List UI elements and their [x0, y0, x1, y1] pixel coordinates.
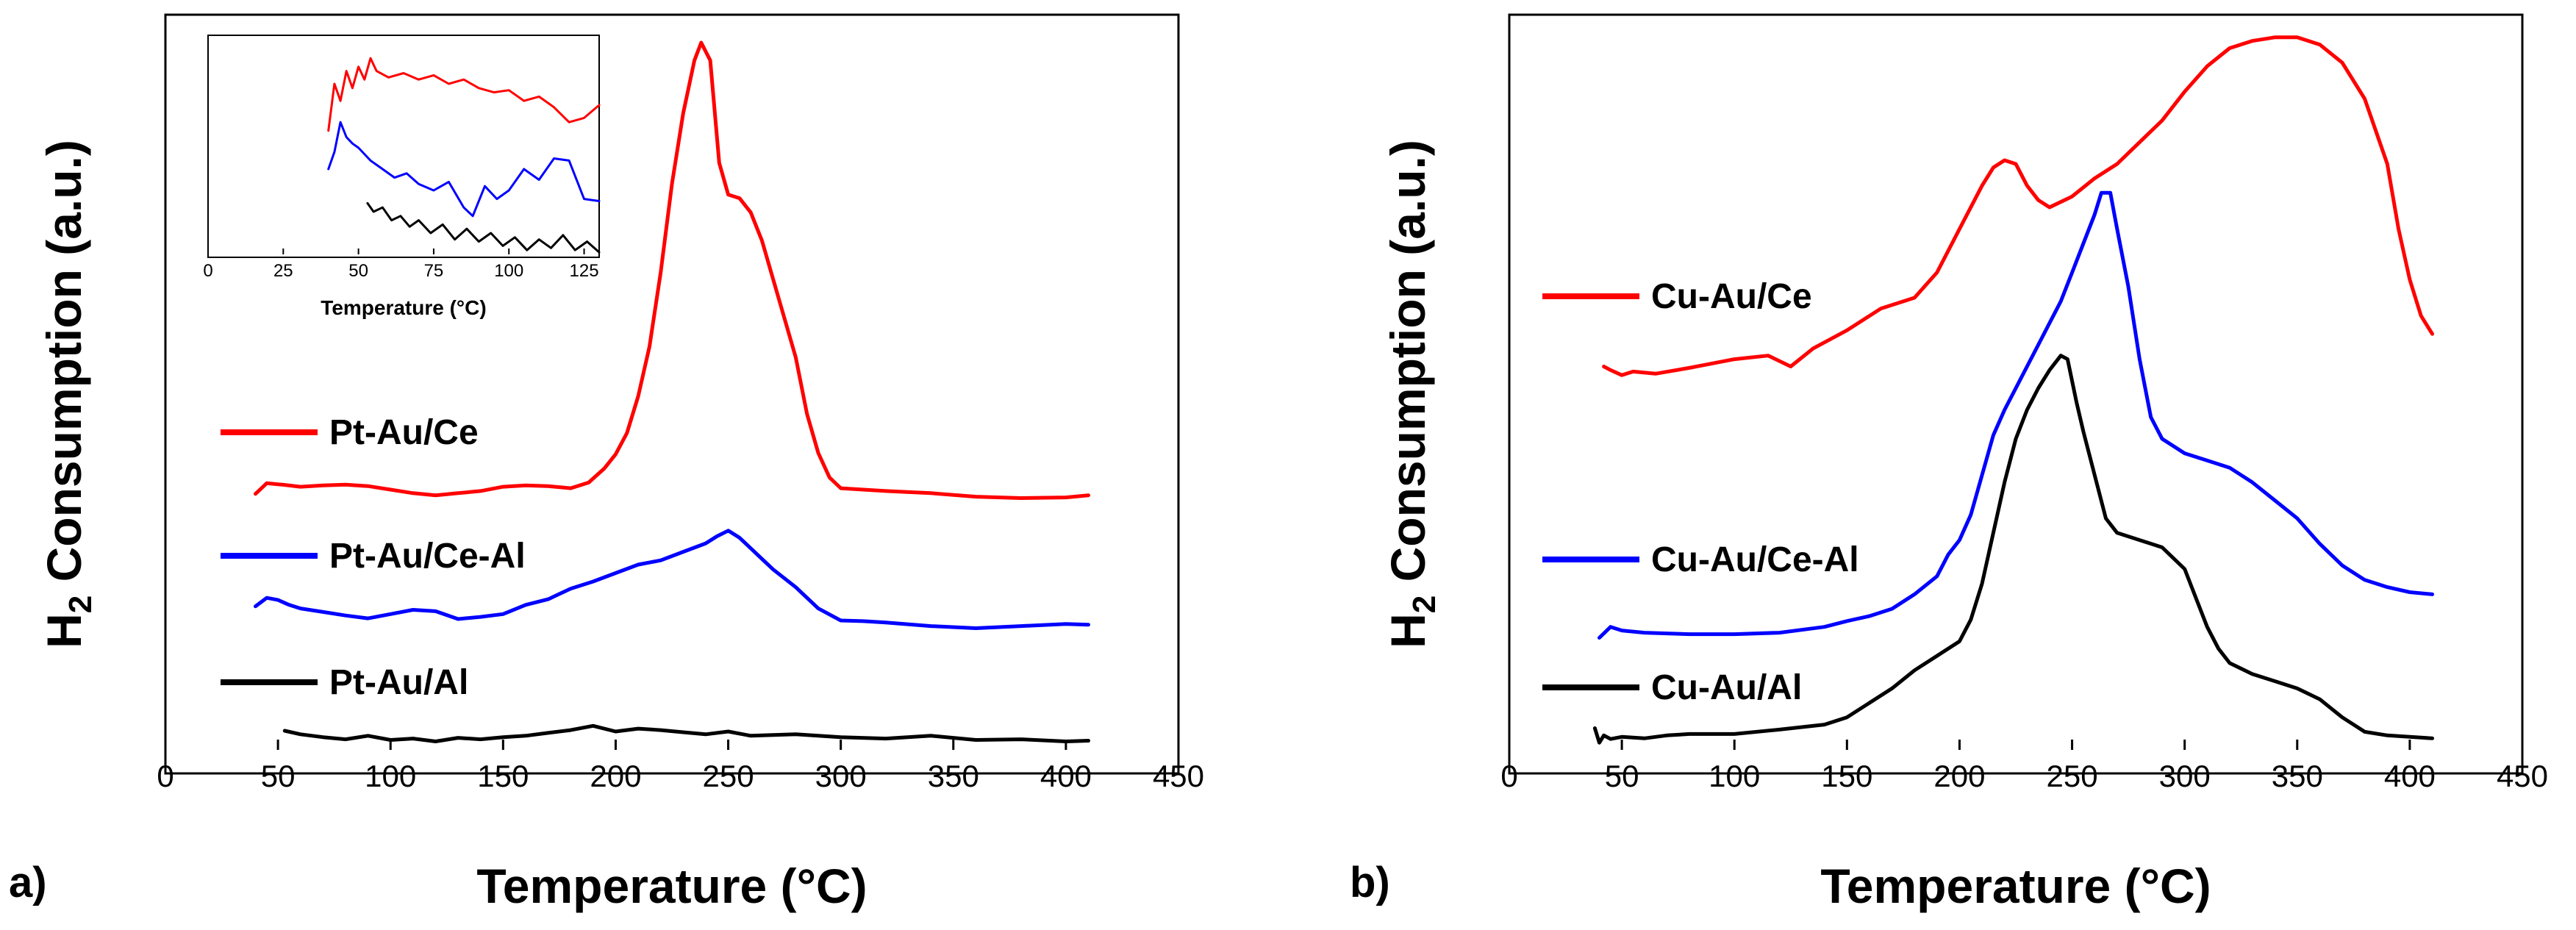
panel-b-y-axis-title-main: H [1381, 613, 1435, 648]
panel-b-x-tick-label-100: 100 [1709, 759, 1760, 793]
legend-label-pt-au-ce-al: Pt-Au/Ce-Al [329, 537, 526, 576]
panel-a-y-axis-title: H2 Consumption (a.u.) [37, 140, 99, 648]
panel-b-x-tick-label-50: 50 [1605, 759, 1639, 793]
panel-b-x-tick-label-0: 0 [1500, 759, 1517, 793]
panel-a-x-tick-label-250: 250 [703, 759, 754, 793]
panel-b-x-tick-label-400: 400 [2384, 759, 2436, 793]
panel-a-series-line-pt-au-al [282, 723, 1090, 743]
panel-a-x-tick-label-100: 100 [365, 759, 416, 793]
panel-a-x-tick-label-400: 400 [1040, 759, 1092, 793]
panel-b-x-tick-label-200: 200 [1933, 759, 1985, 793]
legend-label-pt-au-al: Pt-Au/Al [329, 663, 468, 702]
inset-plot-frame [207, 35, 600, 258]
panel-a-y-axis-title-rest: Consumption (a.u.) [37, 140, 91, 595]
inset-series-line-pt-au-al [366, 201, 601, 254]
legend-label-cu-au-ce-al: Cu-Au/Ce-Al [1651, 540, 1859, 579]
panel-b-x-tick-label-350: 350 [2272, 759, 2323, 793]
panel-b-y-axis-title-rest: Consumption (a.u.) [1381, 140, 1435, 595]
panel-a-x-axis-title: Temperature (°C) [476, 859, 867, 913]
panel-a-y-axis-title-main: H [37, 613, 91, 648]
panel-a-x-tick-label-450: 450 [1153, 759, 1204, 793]
panel-a-x-tick-label-0: 0 [157, 759, 173, 793]
inset-series-line-pt-au-ce [327, 57, 601, 132]
panel-a-chart: 0 50 100 150 200 250 300 350 400 450 Temperature … [9, 13, 1204, 913]
panel-a-plot-frame [164, 13, 1180, 775]
panel-b-x-tick-label-450: 450 [2497, 759, 2548, 793]
inset-x-tick-label-0: 0 [203, 261, 212, 281]
panel-b-x-tick-label-250: 250 [2047, 759, 2098, 793]
legend-label-cu-au-al: Cu-Au/Al [1651, 668, 1802, 707]
panel-b-legend: Cu-Au/Ce Cu-Au/Ce-Al Cu-Au/Al [1542, 277, 1859, 707]
inset-x-tick-label-100: 100 [494, 261, 523, 281]
inset-x-tick-label-125: 125 [570, 261, 599, 281]
panel-b-x-tick-label-150: 150 [1821, 759, 1872, 793]
panel-a-x-ticks: 0 50 100 150 200 250 300 350 400 450 [157, 740, 1204, 793]
inset-x-tick-label-25: 25 [273, 261, 293, 281]
panel-b-x-axis-title: Temperature (°C) [1820, 859, 2211, 913]
panel-a-series-group [254, 40, 1090, 743]
inset-x-ticks: 0 25 50 75 100 125 [203, 248, 599, 281]
panel-b-label: b) [1350, 859, 1390, 906]
panel-b-series-group [1592, 35, 2434, 745]
inset-series-group [327, 57, 601, 254]
inset-series-line-pt-au-ce-al [327, 121, 601, 218]
panel-a-x-tick-label-50: 50 [261, 759, 296, 793]
panel-b-y-axis-title-subscript: 2 [1406, 595, 1442, 613]
legend-label-cu-au-ce: Cu-Au/Ce [1651, 277, 1812, 316]
panel-b-series-line-cu-au-ce-al [1598, 190, 2434, 640]
panel-a-legend: Pt-Au/Ce Pt-Au/Ce-Al Pt-Au/Al [221, 413, 526, 702]
panel-a-label: a) [9, 859, 47, 906]
panel-b-x-tick-label-300: 300 [2159, 759, 2211, 793]
panel-a-inset-chart: 0 25 50 75 100 125 Temperature (°C) [203, 35, 601, 319]
inset-x-tick-label-75: 75 [424, 261, 444, 281]
panel-b-chart: 0 50 100 150 200 250 300 350 400 450 Temperature … [1350, 13, 2548, 913]
panel-a-series-line-pt-au-ce-al [254, 529, 1090, 630]
panel-a-x-tick-label-200: 200 [590, 759, 641, 793]
panel-b-y-axis-title: H2 Consumption (a.u.) [1381, 140, 1442, 648]
panel-a-x-tick-label-350: 350 [928, 759, 979, 793]
inset-x-axis-title: Temperature (°C) [321, 296, 486, 319]
inset-x-tick-label-50: 50 [348, 261, 368, 281]
panel-a-x-tick-label-300: 300 [815, 759, 867, 793]
panel-a-y-axis-title-subscript: 2 [62, 595, 99, 613]
panel-b-x-ticks: 0 50 100 150 200 250 300 350 400 450 [1500, 740, 2548, 793]
panel-b-series-line-cu-au-ce [1602, 35, 2434, 377]
panel-a-series-line-pt-au-ce [254, 40, 1090, 500]
panel-a-x-tick-label-150: 150 [477, 759, 529, 793]
panel-b-plot-frame [1508, 13, 2524, 775]
panel-b-series-line-cu-au-al [1592, 354, 2434, 745]
legend-label-pt-au-ce: Pt-Au/Ce [329, 413, 479, 452]
